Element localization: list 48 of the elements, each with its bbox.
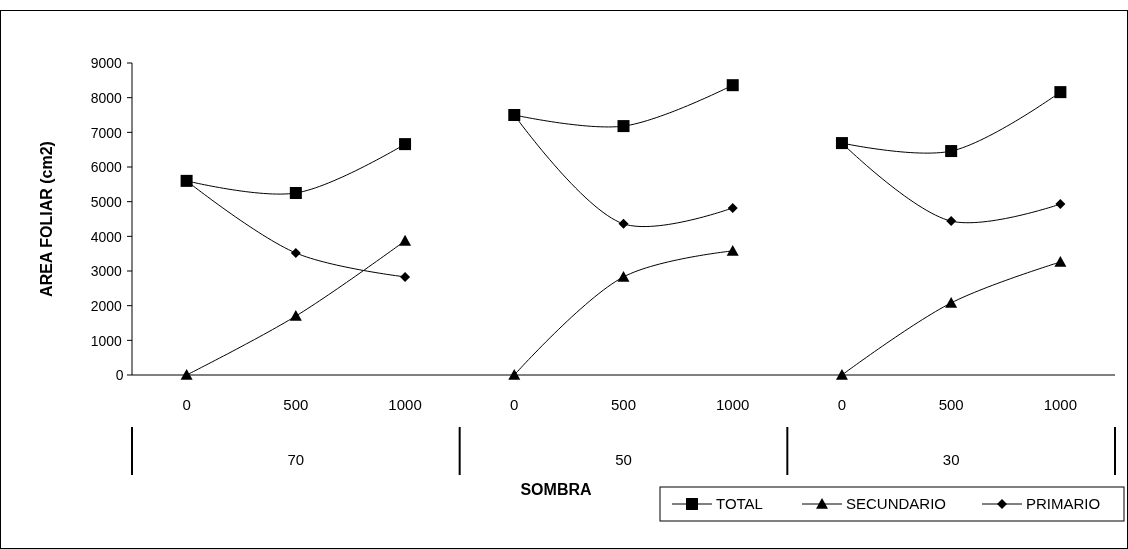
point xyxy=(180,369,193,380)
x-tick-label: 0 xyxy=(837,396,847,413)
point xyxy=(946,216,957,227)
text: 70 xyxy=(287,451,305,468)
point xyxy=(945,296,958,308)
y-tick-label: 1000 xyxy=(90,332,122,349)
y-tick-label: 3000 xyxy=(90,262,122,280)
point xyxy=(1055,199,1066,210)
y-tick-label: 2000 xyxy=(90,297,122,315)
y-tick-label: 9000 xyxy=(90,54,122,72)
point xyxy=(726,244,739,256)
point xyxy=(290,247,301,258)
x-tick-label: 0 xyxy=(510,396,519,413)
point xyxy=(617,270,630,282)
y-tick-label: 6000 xyxy=(90,158,122,176)
x-tick-label: 1000 xyxy=(716,396,750,413)
point xyxy=(289,310,302,321)
text: 50 xyxy=(615,451,632,468)
x-tick-label: 500 xyxy=(938,396,964,413)
y-tick-label: 7000 xyxy=(90,124,122,141)
x-tick-label: 1000 xyxy=(388,396,422,413)
text: 30 xyxy=(942,451,960,468)
y-tick-label: 4000 xyxy=(90,228,122,245)
point xyxy=(835,369,848,380)
point xyxy=(727,202,738,213)
x-tick-label: 0 xyxy=(182,396,191,413)
point xyxy=(945,145,958,158)
x-tick-label: 500 xyxy=(283,396,309,413)
point xyxy=(399,234,412,246)
legend-label: PRIMARIO xyxy=(1026,495,1101,513)
point xyxy=(1054,255,1067,267)
y-tick-label: 0 xyxy=(115,366,124,384)
x-tick-label: 1000 xyxy=(1043,396,1078,413)
point xyxy=(617,120,630,133)
legend-label: SECUNDARIO xyxy=(846,495,947,513)
point xyxy=(726,79,739,92)
x-axis-title: SOMBRA xyxy=(520,481,592,498)
point xyxy=(1054,86,1067,99)
y-axis-title: AREA FOLIAR (cm2) xyxy=(38,141,55,297)
point xyxy=(399,138,412,151)
x-tick-label: 500 xyxy=(610,396,637,413)
point xyxy=(508,369,521,380)
y-tick-label: 5000 xyxy=(90,193,122,211)
point xyxy=(618,218,629,229)
point xyxy=(400,271,411,282)
legend-label: TOTAL xyxy=(716,495,763,513)
point xyxy=(289,187,302,199)
y-tick-label: 8000 xyxy=(90,89,122,107)
